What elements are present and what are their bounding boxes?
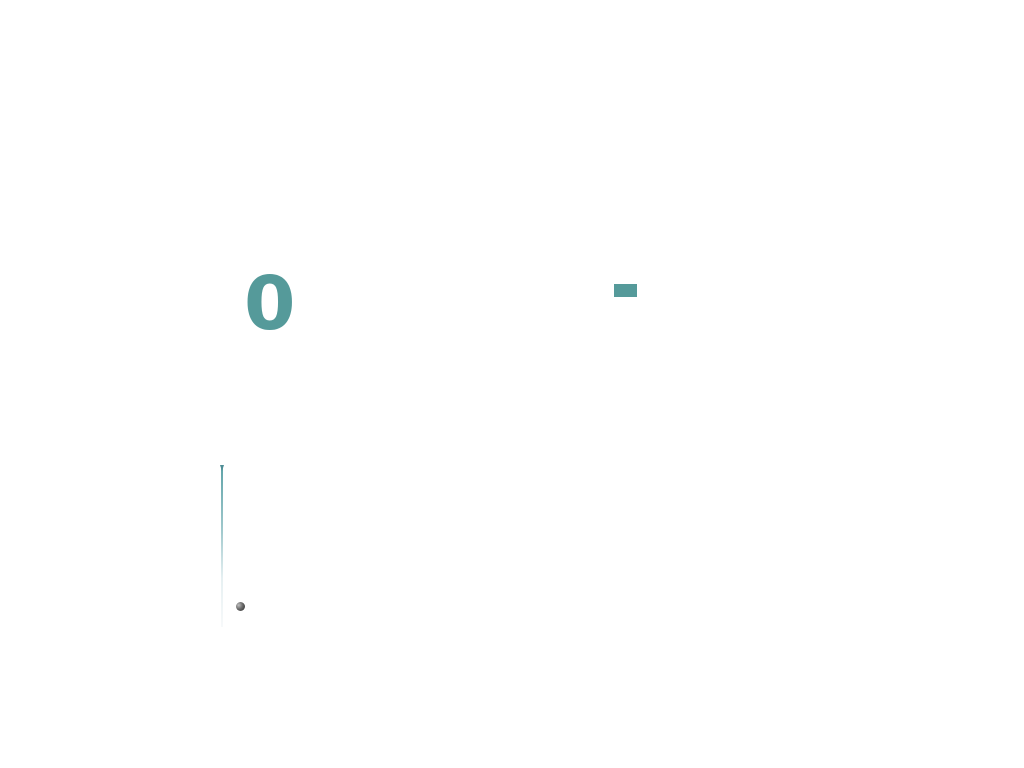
score-display: 0 <box>244 261 296 347</box>
track-line <box>221 465 223 627</box>
vertical-track <box>220 465 224 627</box>
minus-button[interactable] <box>614 284 637 297</box>
track-tip-icon <box>220 465 224 471</box>
ball-icon <box>236 602 245 611</box>
